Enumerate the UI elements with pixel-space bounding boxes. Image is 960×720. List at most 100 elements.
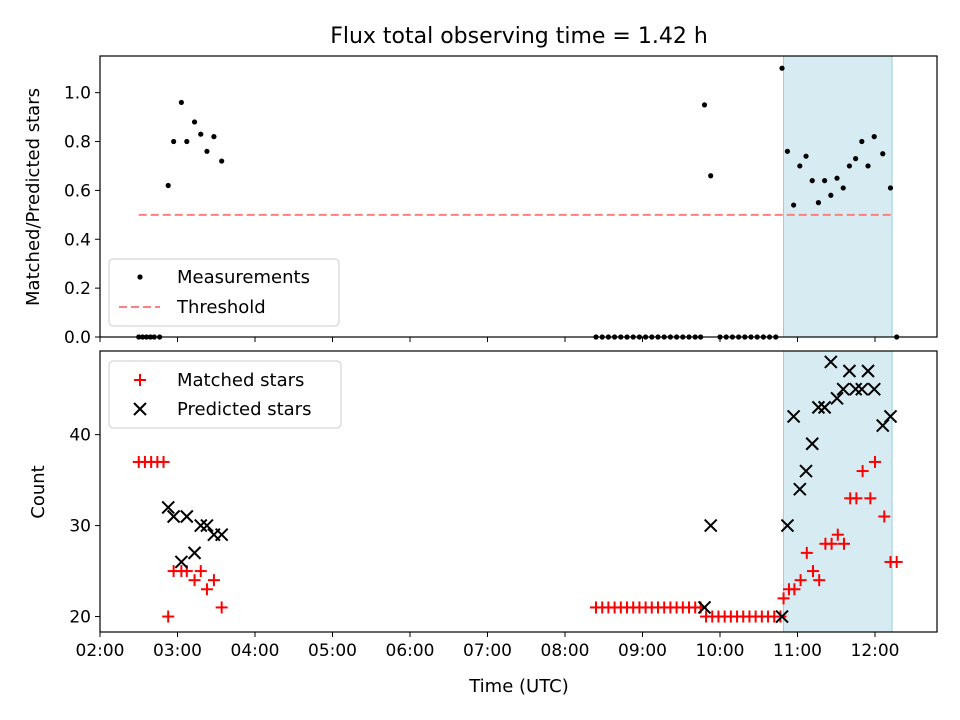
predicted-stars-point — [817, 400, 832, 415]
matched-stars-point — [194, 565, 207, 578]
measurement-point — [871, 134, 877, 140]
x-tick-label: 11:00 — [773, 641, 822, 661]
x-tick-label: 02:00 — [76, 641, 125, 661]
matched-stars-point — [207, 574, 220, 587]
measurement-point — [865, 163, 871, 169]
bottom-axes-frame — [99, 350, 938, 633]
predicted-stars-point — [836, 382, 850, 396]
top-y-tick-label: 0.2 — [64, 279, 91, 299]
measurement-point — [815, 200, 822, 206]
measurement-point — [165, 182, 171, 189]
measurement-point — [803, 153, 809, 159]
predicted-stars-point — [883, 409, 898, 424]
x-tick-label: 10:00 — [696, 641, 745, 661]
predicted-stars-point — [187, 546, 202, 560]
matched-stars-point — [813, 574, 826, 587]
measurement-point — [840, 185, 846, 191]
predicted-stars-point — [793, 482, 807, 496]
x-tick-label: 07:00 — [463, 641, 512, 661]
predicted-stars-point — [161, 500, 175, 515]
measurement-point — [171, 138, 177, 145]
bot-y-tick-label: 20 — [69, 608, 91, 628]
matched-stars-point — [162, 610, 175, 623]
top-y-tick-label: 1.0 — [64, 84, 91, 104]
predicted-stars-point — [180, 509, 194, 524]
measurement-point — [211, 134, 217, 140]
legend-matched-marker — [134, 374, 146, 386]
bottom-legend: Matched stars Predicted stars — [108, 360, 342, 429]
measurement-point — [846, 163, 853, 169]
legend-threshold-label: Threshold — [176, 297, 266, 318]
x-tick-label: 09:00 — [618, 641, 667, 661]
bottom-panel: 20 30 40 02:00 03:00 04:00 05:00 06:00 07:00 08:0… — [28, 350, 938, 697]
legend-predicted-label: Predicted stars — [177, 399, 311, 420]
measurement-point — [198, 131, 204, 137]
predicted-stars-point — [811, 400, 826, 415]
measurement-point — [701, 102, 708, 108]
matched-stars-point — [774, 610, 787, 623]
x-tick-label: 04:00 — [231, 641, 280, 661]
measurement-point — [779, 65, 785, 71]
bot-y-tick-label: 40 — [69, 426, 91, 446]
predicted-stars-point — [830, 391, 844, 405]
predicted-stars-point — [824, 355, 838, 369]
top-y-tick-label: 0.4 — [64, 230, 91, 250]
x-tick-label: 12:00 — [851, 641, 900, 661]
predicted-stars-point — [200, 518, 214, 533]
predicted-stars-point — [166, 509, 181, 524]
measurement-point — [184, 138, 190, 145]
bot-y-tick-label: 30 — [69, 517, 91, 537]
top-axes-frame — [99, 55, 938, 338]
matched-stars-point — [825, 537, 838, 550]
matched-stars-point — [864, 492, 877, 505]
matched-stars-point — [878, 510, 891, 523]
x-tick-label: 08:00 — [541, 641, 590, 661]
predicted-stars-point — [174, 555, 189, 569]
predicted-stars-point — [214, 527, 229, 542]
chart-title: Flux total observing time = 1.42 h — [330, 24, 708, 49]
top-y-tick-label: 0.0 — [64, 328, 91, 348]
top-legend-box — [108, 258, 340, 327]
measurement-point — [219, 158, 225, 164]
legend-measurements-marker — [137, 274, 143, 280]
matched-stars-point — [777, 592, 790, 605]
measurement-point — [859, 138, 865, 145]
measurement-point — [834, 175, 840, 181]
matched-stars-point — [200, 583, 213, 596]
matched-stars-point — [850, 492, 863, 505]
top-highlight-span — [783, 55, 893, 338]
measurement-point — [204, 148, 210, 154]
measurement-point — [191, 119, 198, 125]
x-tick-label: 03:00 — [153, 641, 202, 661]
legend-measurements-label: Measurements — [177, 267, 310, 288]
bottom-y-axis-label: Count — [28, 465, 49, 518]
measurement-point — [880, 151, 886, 157]
predicted-stars-point — [786, 409, 801, 424]
matched-stars-point — [807, 565, 819, 578]
top-y-axis-label: Matched/Predicted stars — [23, 88, 44, 306]
measurement-point — [178, 99, 184, 106]
predicted-stars-point — [799, 464, 813, 478]
measurement-point — [828, 192, 834, 198]
bottom-legend-box — [108, 360, 342, 429]
measurement-point — [791, 202, 797, 208]
matched-stars-point — [838, 537, 850, 550]
top-y-tick-label: 0.6 — [64, 181, 91, 201]
matched-stars-point — [869, 455, 881, 468]
x-tick-label: 06:00 — [386, 641, 435, 661]
predicted-stars-point — [842, 364, 857, 378]
x-tick-label: 05:00 — [308, 641, 357, 661]
predicted-stars-point — [848, 382, 863, 396]
x-axis-label: Time (UTC) — [468, 676, 569, 697]
matched-stars-point — [788, 583, 801, 596]
top-y-tick-label: 0.8 — [64, 133, 91, 153]
matched-stars-point — [188, 574, 201, 587]
measurement-point — [887, 185, 894, 191]
top-panel: 0.0 0.2 0.4 0.6 0.8 1.0 Matched/Predicted sta… — [23, 55, 938, 348]
predicted-stars-point — [780, 518, 795, 533]
matched-stars-point — [800, 546, 813, 559]
matched-stars-point — [890, 555, 903, 568]
measurement-point — [708, 173, 714, 179]
predicted-stars-point — [855, 382, 869, 396]
